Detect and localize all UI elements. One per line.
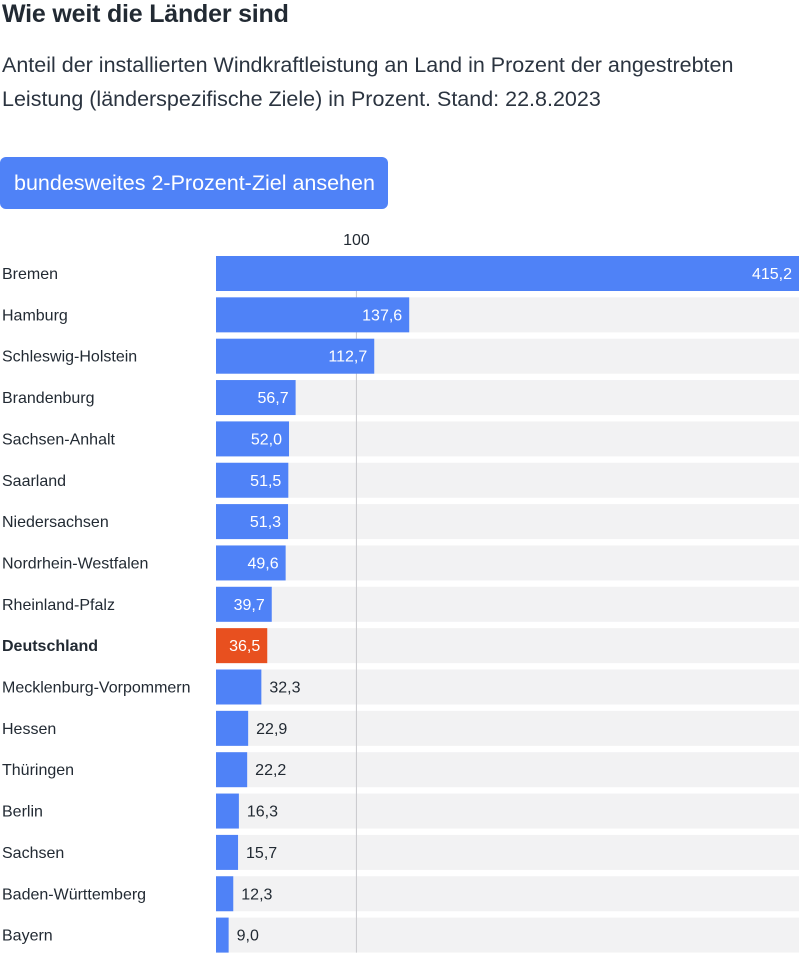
bar [216,752,248,788]
value-label: 52,0 [251,431,282,448]
bar [216,256,799,291]
bar [216,710,249,746]
bar [216,793,239,829]
bar [216,462,289,498]
value-label: 9,0 [237,928,259,945]
category-label: Berlin [2,804,43,821]
category-label: Brandenburg [2,390,95,407]
bar-track [216,752,799,788]
category-label: Niedersachsen [2,514,109,531]
value-label: 51,3 [250,514,281,531]
category-label: Nordrhein-Westfalen [2,555,148,572]
value-label: 36,5 [229,638,260,655]
bar [216,917,229,953]
value-label: 137,6 [362,307,402,324]
bars [216,256,799,953]
bar [216,876,234,912]
value-label: 15,7 [246,845,277,862]
category-labels: Bremen Hamburg Schleswig-Holstein Brandenbu… [2,266,191,945]
category-label: Thüringen [2,762,74,779]
bar [216,669,262,705]
bar-track [216,628,799,664]
bar [216,628,268,664]
category-label: Bremen [2,266,58,283]
value-label: 39,7 [234,597,265,614]
bar [216,545,286,581]
category-label: Rheinland-Pfalz [2,597,115,614]
category-label: Saarland [2,473,66,490]
target-toggle-button[interactable]: bundesweites 2-Prozent-Ziel ansehen [0,157,388,209]
value-label: 22,9 [256,721,287,738]
category-label: Sachsen [2,845,64,862]
bar-track [216,504,799,540]
value-label: 32,3 [269,680,300,697]
category-label: Deutschland [2,638,98,655]
category-label: Schleswig-Holstein [2,349,137,366]
bar-track [216,917,799,953]
category-label: Mecklenburg-Vorpommern [2,680,191,697]
bar-track [216,586,799,622]
bar-track [216,710,799,746]
bar [216,421,290,457]
value-label: 12,3 [241,886,272,903]
value-labels: 415,2 137,6 112,7 56,7 52,0 51,5 51,3 49,6 39,7 3… [229,266,792,945]
chart-subtitle: Anteil der installierten Windkraftleistu… [2,53,734,111]
value-label: 16,3 [247,804,278,821]
bar-track [216,669,799,705]
bar [216,834,239,870]
category-label: Sachsen-Anhalt [2,431,116,448]
bar-track [216,793,799,829]
bar [216,297,410,333]
bar [216,504,289,540]
value-label: 49,6 [248,555,279,572]
bar-track [216,462,799,498]
bar [216,380,296,416]
value-label: 56,7 [257,390,288,407]
category-label: Bayern [2,928,53,945]
value-label: 415,2 [752,266,792,283]
bar [216,338,375,374]
chart-title: Wie weit die Länder sind [2,0,289,28]
bar-track [216,876,799,912]
bar-track [216,834,799,870]
category-label: Baden-Württemberg [2,886,146,903]
value-label: 22,2 [255,762,286,779]
value-label: 112,7 [328,349,367,366]
bar [216,586,272,622]
reference-line-label: 100 [343,232,370,249]
bar-track [216,545,799,581]
category-label: Hessen [2,721,56,738]
category-label: Hamburg [2,307,68,324]
bar-track [216,380,799,416]
bar-track [216,421,799,457]
value-label: 51,5 [250,473,281,490]
